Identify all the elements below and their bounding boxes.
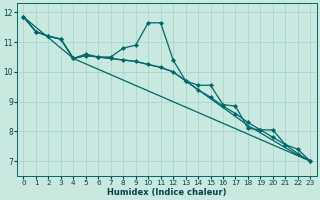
X-axis label: Humidex (Indice chaleur): Humidex (Indice chaleur): [107, 188, 227, 197]
